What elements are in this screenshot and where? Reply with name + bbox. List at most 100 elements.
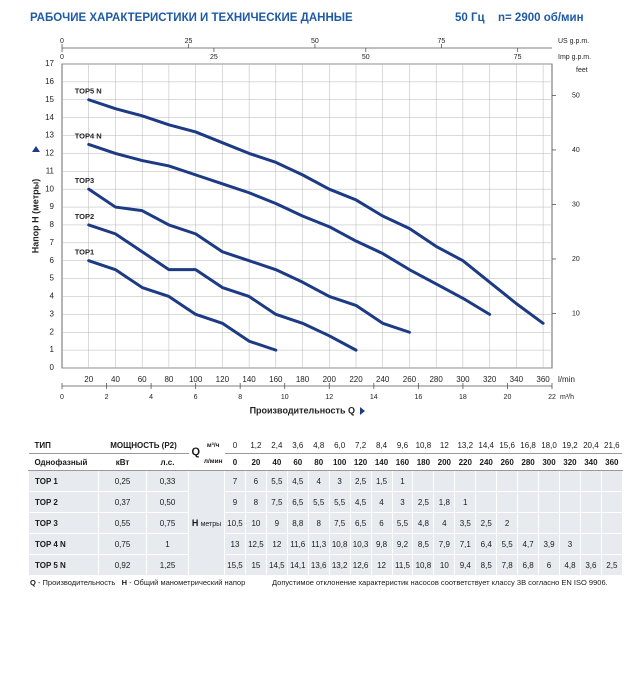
cell: 14,1 [286,554,309,576]
y-tick-label: 9 [50,202,55,211]
y-tick-label: 14 [45,113,54,122]
header-cell: 360 [601,453,623,471]
cell: 6,4 [475,533,498,555]
cell: 5,5 [391,512,414,534]
x-tick-label: 200 [323,375,337,384]
top-tick-label: 75 [438,38,446,45]
x2-tick-label: 4 [149,394,153,401]
model-cell: TOP 4 N [28,533,99,555]
x-tick-label: 160 [269,375,283,384]
series-label: TOP2 [75,212,94,221]
cell: 0,75 [146,512,189,534]
header-cell: 16,8 [517,437,539,454]
x2-tick-label: 18 [459,394,467,401]
empty-cell [538,470,560,492]
axis-unit-label: feet [576,67,588,74]
top-tick-label: 50 [311,38,319,45]
x2-tick-label: 10 [281,394,289,401]
x-tick-label: 140 [242,375,256,384]
cell: 8,8 [286,512,309,534]
empty-cell [538,512,560,534]
x-axis-label: Производительность Q [250,405,355,415]
top-tick-label: 25 [185,38,193,45]
cell: 3 [328,470,351,492]
h-unit: метры [200,521,222,528]
y-tick-label: 16 [45,77,54,86]
header-cell: 2,4 [266,437,288,454]
cell: 1,25 [146,554,189,576]
cell: 10 [244,512,267,534]
y-tick-label: 15 [45,95,54,104]
header-cell: 3,6 [287,437,309,454]
cell: 7,8 [496,554,519,576]
key: H [121,578,128,587]
y-tick-label: 5 [50,274,55,283]
cell: 2,5 [600,554,623,576]
cell: 4,5 [286,470,309,492]
cell: 8,5 [412,533,435,555]
y-tick-label: 12 [45,149,54,158]
cell: 5,5 [328,491,351,513]
arrow [32,146,40,152]
header-cell: 0 [224,453,246,471]
header-cell: 300 [538,453,560,471]
header-cell: 160 [392,453,413,471]
series-label: TOP4 N [75,131,102,140]
x-tick-label: 60 [138,375,147,384]
series-label: TOP3 [75,176,94,185]
x-tick-label: 40 [111,375,120,384]
header-cell: 10,8 [412,437,434,454]
x-tick-label: 80 [164,375,173,384]
cell: 10,8 [412,554,435,576]
empty-cell [600,491,623,513]
key: Q [30,578,36,587]
cell: 7 [224,470,246,492]
header-cell: 15,6 [496,437,518,454]
cell: 8 [244,491,267,513]
y-tick-label: 1 [50,345,55,354]
x-tick-label: 220 [349,375,363,384]
cell: 11,6 [286,533,309,555]
cell: 0,50 [146,491,189,513]
cell: 9 [265,512,288,534]
empty-cell [496,491,519,513]
cell: 6,5 [286,491,309,513]
cell: 1 [454,491,477,513]
x2-tick-label: 16 [414,394,422,401]
arrow [360,407,365,415]
cell: 4 [307,470,330,492]
cell: 7,5 [328,512,351,534]
x-tick-label: 360 [536,375,550,384]
cell: 4 [433,512,456,534]
cell: 10,8 [328,533,351,555]
cell: 8 [307,512,330,534]
tolerance-note: Допустимое отклонение характеристик насо… [272,578,608,587]
header-cell: 1,2 [245,437,267,454]
cell: 9,8 [370,533,393,555]
cell: 12 [265,533,288,555]
chart: РАБОЧИЕ ХАРАКТЕРИСТИКИ И ТЕХНИЧЕСКИЕ ДАН… [30,12,591,415]
cell: 14,5 [265,554,288,576]
cell: 9 [224,491,246,513]
y-tick-label: 6 [50,256,55,265]
cell: 13,2 [328,554,351,576]
empty-cell [600,533,623,555]
cell: 12,5 [244,533,267,555]
x2-tick-label: 8 [238,394,242,401]
series-label: TOP5 N [75,87,102,96]
header-cell: 20,4 [580,437,602,454]
cell: 6 [244,470,267,492]
axis-unit-label: Imp g.p.m. [558,54,591,61]
cell: 5,5 [265,470,288,492]
empty-cell [600,512,623,534]
cell: 6,5 [349,512,372,534]
header-cell: 140 [371,453,392,471]
x2-tick-label: 12 [325,394,333,401]
top-tick-label: 0 [60,38,64,45]
data-row: TOP 4 N 0,75 1 13 12,5 12 11,6 11,3 10,8 10,3 9,8 9… [28,533,623,555]
cell: 3,9 [538,533,560,555]
data-row: TOP 5 N 0,92 1,25 15,5 15 14,5 14,1 13,6 13,2 12,… [28,554,623,576]
header-cell: 0 [224,437,246,454]
empty-cell [538,491,560,513]
